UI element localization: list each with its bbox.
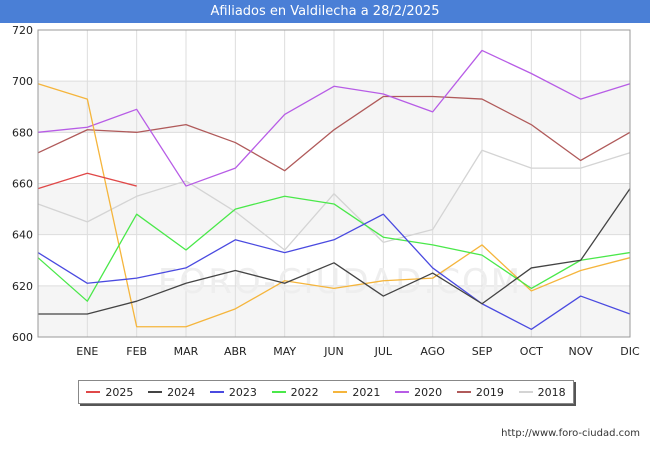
x-tick-label: ENE bbox=[76, 345, 98, 358]
legend-label: 2021 bbox=[352, 385, 381, 399]
legend-label: 2025 bbox=[105, 385, 134, 399]
legend-label: 2022 bbox=[290, 385, 319, 399]
x-tick-label: OCT bbox=[520, 345, 543, 358]
legend-label: 2023 bbox=[228, 385, 257, 399]
y-tick-label: 660 bbox=[12, 178, 33, 191]
x-tick-label: SEP bbox=[472, 345, 493, 358]
x-tick-label: JUL bbox=[374, 345, 393, 358]
legend-item-2019: 2019 bbox=[456, 385, 504, 399]
legend-swatch bbox=[148, 391, 163, 393]
series-line-2024 bbox=[38, 188, 631, 315]
x-tick-label: AGO bbox=[420, 345, 445, 358]
x-tick-label: ABR bbox=[224, 345, 247, 358]
series-lines bbox=[37, 49, 631, 330]
legend-item-2025: 2025 bbox=[86, 386, 133, 399]
x-tick-label: NOV bbox=[569, 345, 594, 358]
legend: 2025 2024 2023 2022 2021 2020 2019 2018 bbox=[78, 380, 574, 404]
series-line-2025 bbox=[37, 172, 137, 190]
x-axis-ticks: ENE FEB MAR ABR MAY JUN JUL AGO SEP OCT NOV DIC bbox=[76, 345, 640, 358]
x-tick-label: FEB bbox=[126, 345, 147, 358]
series-line-2018 bbox=[37, 149, 631, 251]
chart-title: Afiliados en Valdilecha a 28/2/2025 bbox=[0, 0, 650, 23]
legend-swatch bbox=[86, 391, 101, 393]
series-line-2023 bbox=[37, 213, 631, 330]
plot-frame bbox=[37, 29, 631, 338]
y-tick-label: 640 bbox=[12, 229, 33, 242]
legend-swatch bbox=[395, 391, 410, 393]
y-tick-label: 600 bbox=[12, 331, 33, 344]
legend-item-2021: 2021 bbox=[333, 386, 380, 399]
x-tick-label: JUN bbox=[323, 345, 344, 358]
series-line-2021 bbox=[37, 83, 631, 328]
legend-label: 2019 bbox=[475, 385, 504, 399]
legend-swatch bbox=[333, 391, 348, 393]
y-axis-ticks: 600 620 640 660 680 700 720 bbox=[12, 24, 33, 344]
legend-item-2018: 2018 bbox=[518, 385, 566, 399]
legend-item-2020: 2020 bbox=[395, 386, 442, 399]
watermark: FORO-CIUDAD.COM bbox=[158, 262, 522, 302]
legend-swatch bbox=[456, 391, 471, 393]
line-chart: FORO-CIUDAD.COM 600 620 640 660 680 700 720 EN… bbox=[12, 24, 640, 358]
legend-swatch bbox=[518, 391, 533, 393]
legend-swatch bbox=[209, 391, 224, 393]
y-tick-label: 700 bbox=[12, 75, 33, 88]
source-url: http://www.foro-ciudad.com bbox=[501, 428, 640, 439]
legend-swatch bbox=[271, 391, 286, 393]
legend-label: 2018 bbox=[537, 385, 566, 399]
legend-item-2023: 2023 bbox=[209, 385, 257, 399]
x-tick-label: DIC bbox=[620, 345, 640, 358]
grid-lines bbox=[38, 29, 631, 338]
legend-label: 2024 bbox=[167, 385, 196, 399]
y-tick-label: 680 bbox=[12, 126, 33, 139]
legend-item-2022: 2022 bbox=[271, 385, 319, 399]
x-tick-label: MAY bbox=[273, 345, 296, 358]
x-tick-label: MAR bbox=[174, 345, 199, 358]
legend-item-2024: 2024 bbox=[148, 386, 195, 399]
y-tick-label: 720 bbox=[12, 24, 33, 37]
series-line-2019 bbox=[37, 95, 631, 172]
legend-label: 2020 bbox=[414, 385, 443, 399]
series-line-2022 bbox=[37, 195, 631, 302]
series-line-2020 bbox=[37, 49, 631, 187]
y-tick-label: 620 bbox=[12, 280, 33, 293]
